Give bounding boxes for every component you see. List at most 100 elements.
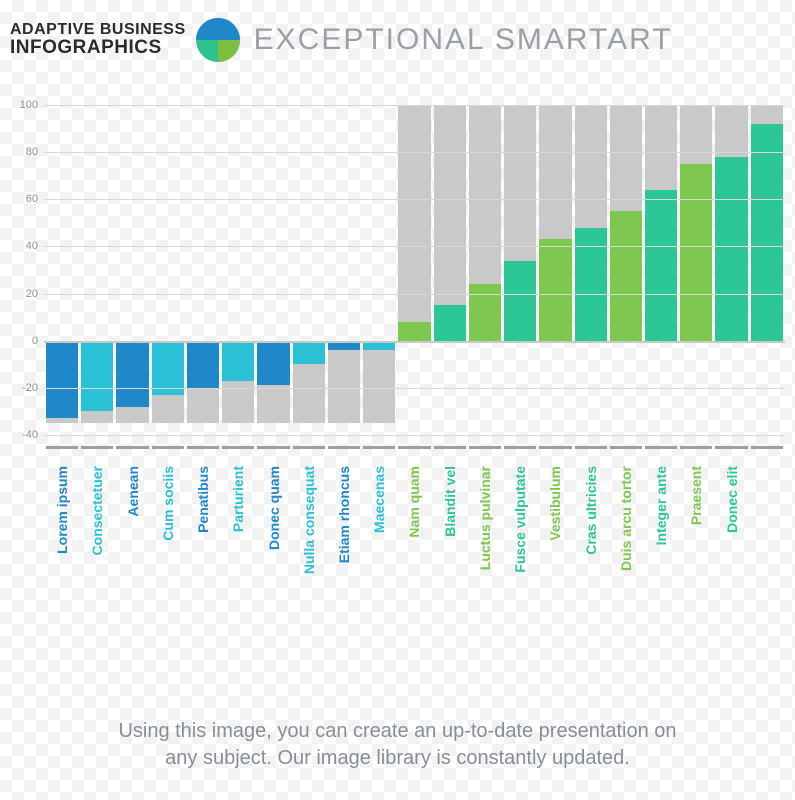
y-tick-label: -40 xyxy=(22,429,38,441)
bar-fg xyxy=(575,228,607,341)
gridline xyxy=(44,294,785,295)
bar-fg xyxy=(539,239,571,340)
x-label: Duis arcu tortor xyxy=(610,460,642,680)
x-label-text: Vestibulum xyxy=(547,466,563,541)
x-label-text: Duis arcu tortor xyxy=(618,466,634,571)
bar-column xyxy=(46,105,78,435)
x-label: Etiam rhoncus xyxy=(328,460,360,680)
y-tick-label: 40 xyxy=(26,240,38,252)
gridline xyxy=(44,199,785,200)
x-label-text: Integer ante xyxy=(653,466,669,545)
bar-column xyxy=(398,105,430,435)
bar-column xyxy=(328,105,360,435)
bar-column xyxy=(469,105,501,435)
bar-column xyxy=(715,105,747,435)
x-label: Consectetuer xyxy=(81,460,113,680)
brand-line2: INFOGRAPHICS xyxy=(10,38,186,58)
footer-line1: Using this image, you can create an up-t… xyxy=(118,720,676,742)
bar-fg xyxy=(116,341,148,407)
bar-bg xyxy=(398,105,430,341)
bar-column xyxy=(504,105,536,435)
x-label-text: Etiam rhoncus xyxy=(336,466,352,563)
bar-column xyxy=(222,105,254,435)
x-label-text: Donec elit xyxy=(724,466,740,533)
x-label-text: Maecenas xyxy=(371,466,387,533)
x-label: Fusce vulputate xyxy=(504,460,536,680)
bars-container xyxy=(44,105,785,435)
page-title: EXCEPTIONAL SMARTART xyxy=(254,23,673,57)
bar-fg xyxy=(187,341,219,388)
bar-fg xyxy=(504,261,536,341)
footer-caption: Using this image, you can create an up-t… xyxy=(10,718,785,772)
gridline xyxy=(44,246,785,247)
x-dash xyxy=(293,446,325,449)
bar-fg xyxy=(715,157,747,341)
bar-fg xyxy=(398,322,430,341)
bar-column xyxy=(680,105,712,435)
gridline xyxy=(44,388,785,389)
x-dash xyxy=(81,446,113,449)
x-dash xyxy=(46,446,78,449)
bar-fg xyxy=(434,305,466,340)
bar-fg xyxy=(751,124,783,341)
y-tick-label: -20 xyxy=(22,382,38,394)
x-dash xyxy=(715,446,747,449)
x-dash xyxy=(187,446,219,449)
x-dash xyxy=(469,446,501,449)
brand-logo-icon xyxy=(196,18,240,62)
brand-line1: ADAPTIVE BUSINESS xyxy=(10,22,186,39)
x-label: Donec elit xyxy=(715,460,747,680)
x-dash xyxy=(152,446,184,449)
x-label: Cum sociis xyxy=(152,460,184,680)
y-tick-label: 60 xyxy=(26,193,38,205)
x-label xyxy=(751,460,783,680)
bar-bg xyxy=(363,341,395,424)
x-label-text: Nam quam xyxy=(406,466,422,538)
bar-column xyxy=(81,105,113,435)
x-dash xyxy=(610,446,642,449)
bar-column xyxy=(575,105,607,435)
x-label: Luctus pulvinar xyxy=(469,460,501,680)
x-label: Parturient xyxy=(222,460,254,680)
y-axis-labels: -40-20020406080100 xyxy=(10,105,42,435)
x-label-text: Praesent xyxy=(688,466,704,525)
bar-fg xyxy=(46,341,78,419)
bar-fg xyxy=(81,341,113,412)
bar-fg xyxy=(257,341,289,386)
x-dash xyxy=(504,446,536,449)
bar-column xyxy=(116,105,148,435)
x-label: Praesent xyxy=(680,460,712,680)
x-label: Cras ultricies xyxy=(575,460,607,680)
bar-column xyxy=(751,105,783,435)
gridline xyxy=(44,152,785,153)
y-tick-label: 100 xyxy=(20,99,38,111)
x-label-text: Consectetuer xyxy=(89,466,105,555)
plot-area xyxy=(44,105,785,435)
x-dash xyxy=(116,446,148,449)
x-label: Nulla consequat xyxy=(293,460,325,680)
header: ADAPTIVE BUSINESS INFOGRAPHICS EXCEPTION… xyxy=(10,18,785,62)
x-label-text: Penatibus xyxy=(195,466,211,533)
y-tick-label: 20 xyxy=(26,288,38,300)
x-dash xyxy=(751,446,783,449)
brand-block: ADAPTIVE BUSINESS INFOGRAPHICS xyxy=(10,18,240,62)
x-dash xyxy=(328,446,360,449)
x-label: Penatibus xyxy=(187,460,219,680)
x-label: Vestibulum xyxy=(539,460,571,680)
brand-text: ADAPTIVE BUSINESS INFOGRAPHICS xyxy=(10,22,186,59)
x-label-text: Donec quam xyxy=(266,466,282,550)
x-label-text: Nulla consequat xyxy=(301,466,317,574)
x-dash xyxy=(539,446,571,449)
bar-fg xyxy=(610,211,642,341)
bar-fg xyxy=(680,164,712,341)
bar-bg xyxy=(328,341,360,424)
x-dash xyxy=(363,446,395,449)
x-label: Blandit vel xyxy=(434,460,466,680)
y-tick-label: 0 xyxy=(32,335,38,347)
bar-column xyxy=(645,105,677,435)
x-dash xyxy=(575,446,607,449)
bar-column xyxy=(434,105,466,435)
x-label-text: Cum sociis xyxy=(160,466,176,541)
footer-line2: any subject. Our image library is consta… xyxy=(165,747,630,769)
bar-column xyxy=(293,105,325,435)
